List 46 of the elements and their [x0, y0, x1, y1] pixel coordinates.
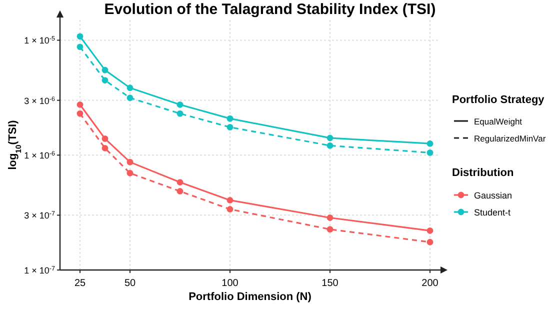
x-tick-label: 50: [124, 278, 136, 289]
point: [126, 170, 134, 176]
point: [102, 144, 108, 152]
point: [326, 134, 334, 142]
point: [226, 197, 234, 204]
point: [102, 66, 108, 74]
point: [176, 110, 184, 117]
chart-title: Evolution of the Talagrand Stability Index (TSI): [104, 1, 436, 18]
y-tick-label: 3 × 10$^{-6}$: [24, 95, 56, 106]
point: [326, 226, 334, 233]
point: [426, 238, 434, 246]
point: [102, 135, 108, 142]
point: [76, 110, 84, 117]
y-tick-label: 1 × 10$^{-5}$: [24, 35, 56, 46]
x-tick-label: 200: [422, 278, 439, 289]
point: [176, 188, 184, 194]
text: Portfolio Strategy: [452, 94, 546, 106]
point: [76, 44, 84, 50]
text: EqualWeight: [474, 116, 523, 126]
point: [76, 33, 84, 40]
text: RegularizedMinVar: [474, 134, 546, 144]
point: [426, 149, 434, 156]
point: [76, 101, 84, 108]
legend-label: Student-t: [474, 208, 512, 218]
point: [102, 77, 108, 84]
point: [126, 94, 134, 102]
point: [326, 214, 334, 221]
legend-title: Distribution: [452, 167, 514, 179]
point: [326, 142, 334, 149]
point: [226, 115, 234, 122]
point: [226, 206, 234, 212]
y-tick-label: 3 × 10$^{-7}$: [24, 210, 56, 221]
point: [176, 101, 184, 108]
point: [176, 179, 184, 186]
x-tick-label: 100: [222, 278, 239, 289]
x-axis-title: Portfolio Dimension (N): [188, 291, 312, 303]
point: [426, 140, 434, 147]
point: [126, 84, 134, 92]
point: [426, 227, 434, 234]
y-tick-label: 1 × 10$^{-7}$: [24, 265, 56, 276]
point: [226, 124, 234, 130]
legend-label: Gaussian: [474, 190, 512, 200]
y-tick-label: 1 × 10$^{-6}$: [24, 150, 56, 161]
point: [126, 158, 134, 166]
x-tick-label: 25: [74, 278, 86, 289]
x-tick-label: 150: [322, 278, 339, 289]
